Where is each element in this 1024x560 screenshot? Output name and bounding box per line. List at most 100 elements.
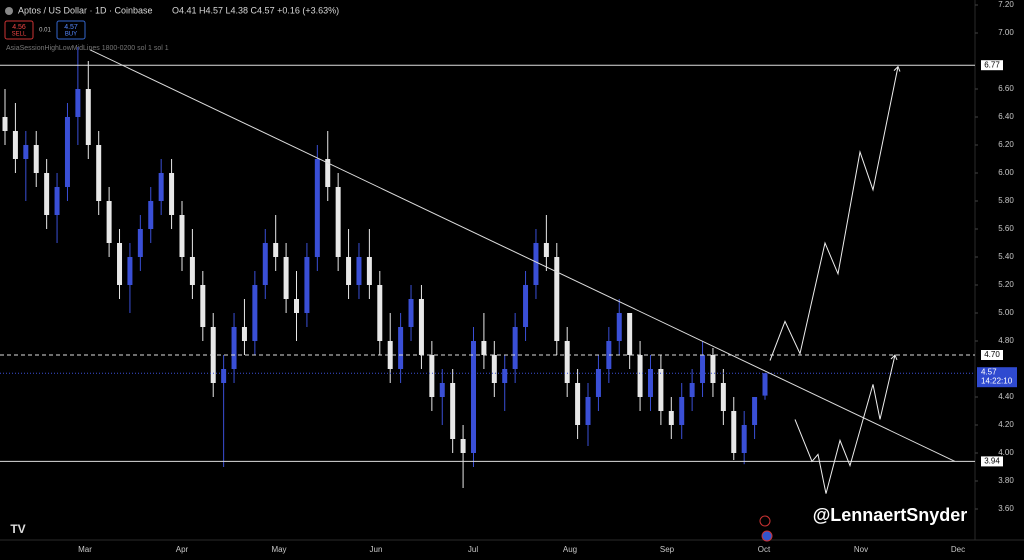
x-tick-label: Jul <box>468 545 478 554</box>
y-tick-label: 4.80 <box>998 336 1014 345</box>
symbol-title: Aptos / US Dollar · 1D · Coinbase <box>18 5 153 15</box>
y-tick-label: 7.00 <box>998 28 1014 37</box>
candle-body <box>387 341 393 369</box>
last-price-badge <box>977 367 1017 388</box>
projection-path <box>794 354 896 494</box>
candle-body <box>366 257 372 285</box>
y-tick-label: 6.00 <box>998 168 1014 177</box>
level-badge <box>981 60 1003 71</box>
candle-body <box>335 187 341 257</box>
candle-body <box>616 313 622 341</box>
candle-body <box>106 201 112 243</box>
candle-body <box>512 327 518 369</box>
watermark: @LennaertSnyder <box>813 505 968 525</box>
x-tick-label: Dec <box>951 545 965 554</box>
candle-body <box>523 285 529 327</box>
candle-body <box>231 327 237 369</box>
candle-body <box>2 117 8 131</box>
candle-body <box>158 173 164 201</box>
candle-body <box>439 383 445 397</box>
candle-body <box>169 173 175 215</box>
candle-body <box>200 285 206 327</box>
ohlc: O4.41 H4.57 L4.38 C4.57 +0.16 (+3.63%) <box>172 5 339 15</box>
candle-body <box>418 299 424 355</box>
y-tick-label: 3.80 <box>998 476 1014 485</box>
candle-body <box>304 257 310 313</box>
y-tick-label: 5.20 <box>998 280 1014 289</box>
x-tick-label: Jun <box>370 545 383 554</box>
candle-body <box>398 327 404 369</box>
candle-body <box>533 243 539 285</box>
candle-body <box>668 411 674 425</box>
candle-body <box>221 369 227 383</box>
y-tick-label: 4.00 <box>998 448 1014 457</box>
event-icon[interactable] <box>761 530 773 542</box>
x-tick-label: Aug <box>563 545 577 554</box>
level-label: 4.70 <box>984 350 1000 359</box>
candle-body <box>23 145 29 159</box>
candle-body <box>606 341 612 369</box>
candle-body <box>294 299 300 313</box>
candle-body <box>429 355 435 397</box>
level-badge <box>981 456 1003 467</box>
buy-button[interactable] <box>56 20 86 40</box>
level-label: 6.77 <box>984 60 1000 69</box>
candle-body <box>408 299 414 327</box>
candle-body <box>481 341 487 355</box>
buy-label: BUY <box>65 32 77 38</box>
candle-body <box>460 439 466 453</box>
candle-body <box>700 355 706 383</box>
candle-body <box>179 215 185 257</box>
candle-body <box>689 383 695 397</box>
y-tick-label: 4.40 <box>998 392 1014 401</box>
candle-body <box>762 373 768 396</box>
candle-body <box>262 243 268 285</box>
candle-body <box>252 285 258 341</box>
candle-body <box>450 383 456 439</box>
candle-body <box>189 257 195 285</box>
sell-button[interactable] <box>4 20 34 40</box>
candle-body <box>64 117 70 187</box>
candle-body <box>720 383 726 411</box>
y-tick-label: 6.40 <box>998 112 1014 121</box>
y-tick-label: 6.20 <box>998 140 1014 149</box>
candle-body <box>679 397 685 425</box>
candle-body <box>470 341 476 453</box>
level-label: 3.94 <box>984 457 1000 466</box>
candle-body <box>117 243 123 285</box>
candle-body <box>554 257 560 341</box>
y-tick-label: 5.00 <box>998 308 1014 317</box>
candle-body <box>627 313 633 355</box>
candle-body <box>564 341 570 383</box>
candle-body <box>585 397 591 425</box>
candle-body <box>502 369 508 383</box>
y-tick-label: 6.60 <box>998 84 1014 93</box>
last-price-label: 4.57 <box>981 367 997 376</box>
candle-body <box>637 355 643 397</box>
symbol-icon <box>5 7 13 15</box>
projection-arrow <box>893 65 901 72</box>
tv-logo: TV <box>10 522 25 536</box>
y-tick-label: 5.40 <box>998 252 1014 261</box>
candle-body <box>543 243 549 257</box>
candle-body <box>96 145 102 201</box>
candle-body <box>491 355 497 383</box>
level-badge <box>981 350 1003 360</box>
x-tick-label: Sep <box>660 545 675 554</box>
y-tick-label: 3.60 <box>998 504 1014 513</box>
candle-body <box>731 411 737 453</box>
buy-price: 4.57 <box>64 24 78 31</box>
candle-body <box>575 383 581 425</box>
candle-body <box>658 369 664 411</box>
candle-body <box>325 159 331 187</box>
event-icon[interactable] <box>759 515 771 527</box>
candle-body <box>33 145 39 173</box>
candle-body <box>137 229 143 257</box>
candle-body <box>241 327 247 341</box>
candle-body <box>273 243 279 257</box>
y-tick-label: 7.20 <box>998 0 1014 9</box>
candle-body <box>647 369 653 397</box>
y-tick-label: 5.60 <box>998 224 1014 233</box>
